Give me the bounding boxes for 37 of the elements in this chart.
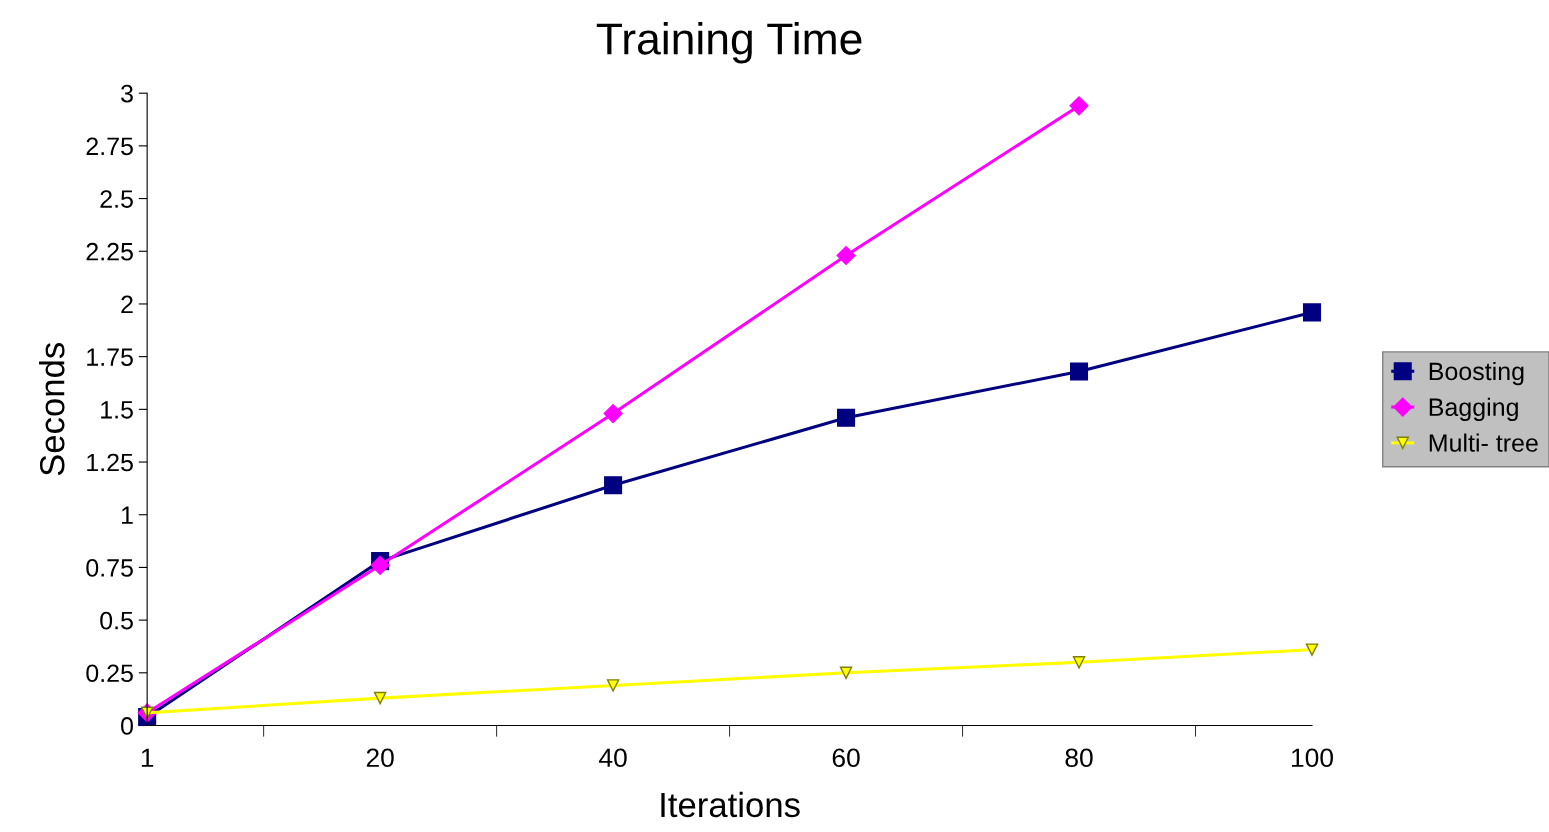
x-tick-label: 40 <box>599 748 627 768</box>
x-axis-title: Iterations <box>661 791 800 818</box>
y-tick-label: 0 <box>121 717 133 735</box>
y-axis-title: Seconds <box>39 343 65 476</box>
point <box>1302 303 1322 322</box>
point <box>604 476 623 495</box>
y-tick-label: 2.25 <box>86 242 133 261</box>
point <box>1069 96 1089 116</box>
y-tick-label: 0.75 <box>86 559 133 577</box>
point <box>1305 643 1319 656</box>
y-tick-label: 1 <box>121 506 133 524</box>
legend-label: Multi- tree <box>1429 433 1538 452</box>
x-tick-label: 80 <box>1065 748 1093 768</box>
point <box>1070 362 1089 381</box>
legend-label: Bagging <box>1429 397 1518 421</box>
point <box>836 245 856 266</box>
point <box>606 679 620 692</box>
y-tick-label: 1.5 <box>101 401 133 419</box>
point <box>839 666 853 680</box>
point <box>603 404 623 424</box>
y-tick-label: 1.75 <box>87 348 133 366</box>
y-tick-label: 2.5 <box>100 190 133 208</box>
y-tick-label: 2.75 <box>86 137 133 156</box>
point <box>837 408 856 427</box>
y-tick-label: 2 <box>121 295 133 314</box>
x-tick-label: 100 <box>1292 748 1333 768</box>
x-tick-label: 1 <box>141 748 154 767</box>
x-tick-label: 20 <box>366 748 394 768</box>
x-tick-label: 60 <box>832 748 860 768</box>
point <box>1072 656 1086 669</box>
y-tick-label: 0.5 <box>100 611 133 630</box>
chart-title: Training Time <box>596 22 862 64</box>
legend-label: Boosting <box>1429 361 1524 386</box>
y-tick-label: 0.25 <box>86 664 133 683</box>
point <box>373 691 387 705</box>
y-tick-label: 3 <box>121 84 133 103</box>
y-tick-label: 1.25 <box>87 453 133 472</box>
